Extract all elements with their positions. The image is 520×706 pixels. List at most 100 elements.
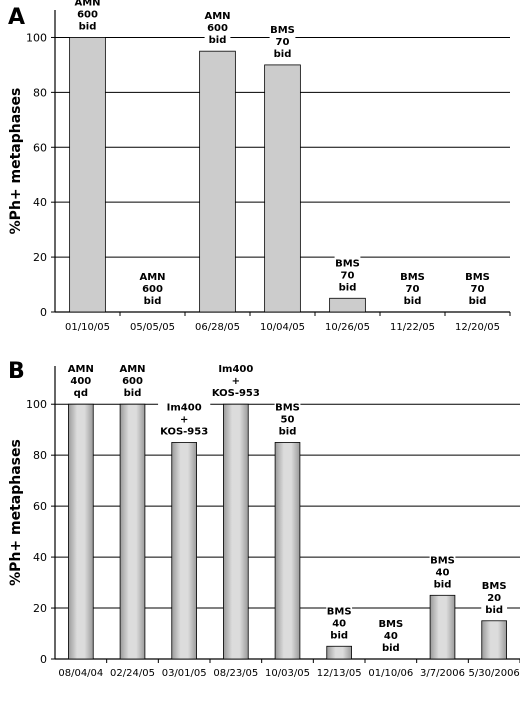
bar-03/01/05 <box>171 442 197 660</box>
bar-annotation: KOS-953 <box>212 388 260 399</box>
bar-annotation: 70 <box>276 37 290 48</box>
bar-annotation: Im400 <box>218 364 253 375</box>
y-axis-label: %Ph+ metaphases <box>8 88 24 235</box>
panel-label: B <box>8 359 25 384</box>
bar-10/04/05 <box>264 64 301 313</box>
annotation-background <box>334 255 361 295</box>
bar-10/26/05 <box>329 297 366 313</box>
annotation-background <box>158 399 211 439</box>
y-tick-label: 80 <box>33 449 47 462</box>
y-tick-label: 0 <box>40 653 47 666</box>
bar-10/03/05 <box>274 442 301 660</box>
annotation-background <box>464 269 491 308</box>
x-tick-label: 01/10/06 <box>368 668 413 679</box>
y-tick-label: 60 <box>33 500 47 513</box>
bar-annotation: + <box>180 414 188 425</box>
bar-08/23/05 <box>223 403 249 660</box>
y-tick-label: 100 <box>26 398 47 411</box>
bar-annotation: Im400 <box>167 402 202 413</box>
annotation-background <box>377 616 404 655</box>
x-tick-label: 06/28/05 <box>195 322 240 333</box>
x-tick-label: 02/24/05 <box>110 668 155 679</box>
bar-annotation: 70 <box>471 284 485 295</box>
y-tick-label: 20 <box>33 602 47 615</box>
bar-annotation: bid <box>144 296 162 307</box>
x-tick-label: 5/30/2006 <box>469 668 520 679</box>
bar-annotation: bid <box>279 426 297 437</box>
bar-annotation: 70 <box>406 284 420 295</box>
bar-annotation: bid <box>274 49 292 60</box>
bar-annotation: AMN <box>139 272 165 283</box>
y-tick-label: 60 <box>33 141 47 154</box>
annotation-background <box>269 21 296 61</box>
y-axis-label: %Ph+ metaphases <box>8 439 24 586</box>
bar-annotation: BMS <box>335 258 360 269</box>
bar-annotation: bid <box>330 630 348 641</box>
annotation-background <box>209 361 262 401</box>
x-tick-label: 08/23/05 <box>213 668 258 679</box>
annotation-background <box>399 269 426 308</box>
bar-08/04/04 <box>68 403 94 660</box>
bar-01/10/05 <box>69 37 106 313</box>
bar-annotation: BMS <box>430 555 455 566</box>
bar-annotation: BMS <box>275 402 300 413</box>
bar-annotation: BMS <box>378 619 403 630</box>
x-tick-label: 11/22/05 <box>390 322 435 333</box>
bar-annotation: BMS <box>482 581 507 592</box>
x-tick-label: 10/04/05 <box>260 322 305 333</box>
y-tick-label: 40 <box>33 196 47 209</box>
x-tick-label: 3/7/2006 <box>420 668 465 679</box>
bar-annotation: bid <box>382 643 400 654</box>
bar-annotation: BMS <box>465 272 490 283</box>
bar-annotation: 400 <box>70 376 91 387</box>
panel-label: A <box>8 5 25 30</box>
bar-annotation: BMS <box>400 272 425 283</box>
bar-annotation: bid <box>485 605 503 616</box>
x-tick-label: 01/10/05 <box>65 322 110 333</box>
bar-annotation: 50 <box>281 414 295 425</box>
y-tick-label: 80 <box>33 86 47 99</box>
bar-02/24/05 <box>119 403 146 660</box>
bar-annotation: 70 <box>341 270 355 281</box>
y-tick-label: 100 <box>26 31 47 44</box>
x-tick-label: 05/05/05 <box>130 322 175 333</box>
bar-annotation: 600 <box>207 23 228 34</box>
annotation-background <box>274 399 301 439</box>
annotation-background <box>326 603 353 643</box>
bar-5/30/2006 <box>481 620 507 660</box>
bar-annotation: AMN <box>204 11 230 22</box>
bar-annotation: bid <box>124 388 142 399</box>
annotation-background <box>204 8 231 48</box>
bar-annotation: AMN <box>68 364 94 375</box>
x-tick-label: 08/04/04 <box>58 668 103 679</box>
bar-12/13/05 <box>326 645 352 660</box>
y-tick-label: 40 <box>33 551 47 564</box>
bar-annotation: 40 <box>436 567 450 578</box>
x-tick-label: 12/20/05 <box>455 322 500 333</box>
annotation-background <box>67 361 94 401</box>
annotation-background <box>481 577 508 617</box>
bar-annotation: KOS-953 <box>160 426 208 437</box>
bar-annotation: 40 <box>332 618 346 629</box>
x-tick-label: 10/26/05 <box>325 322 370 333</box>
bar-annotation: + <box>232 376 240 387</box>
bar-annotation: bid <box>79 21 97 32</box>
bar-annotation: BMS <box>327 606 352 617</box>
bar-06/28/05 <box>199 50 236 313</box>
bar-annotation: bid <box>404 296 422 307</box>
y-tick-label: 0 <box>40 306 47 319</box>
bar-annotation: bid <box>209 35 227 46</box>
bar-annotation: 20 <box>487 593 501 604</box>
y-tick-label: 20 <box>33 251 47 264</box>
annotation-background <box>119 361 146 401</box>
bar-annotation: bid <box>469 296 487 307</box>
x-tick-label: 10/03/05 <box>265 668 310 679</box>
annotation-background <box>74 0 101 34</box>
bar-annotation: AMN <box>74 0 100 8</box>
annotation-background <box>139 269 166 308</box>
bar-annotation: 40 <box>384 631 398 642</box>
bar-annotation: bid <box>434 579 452 590</box>
bar-annotation: BMS <box>270 25 295 36</box>
